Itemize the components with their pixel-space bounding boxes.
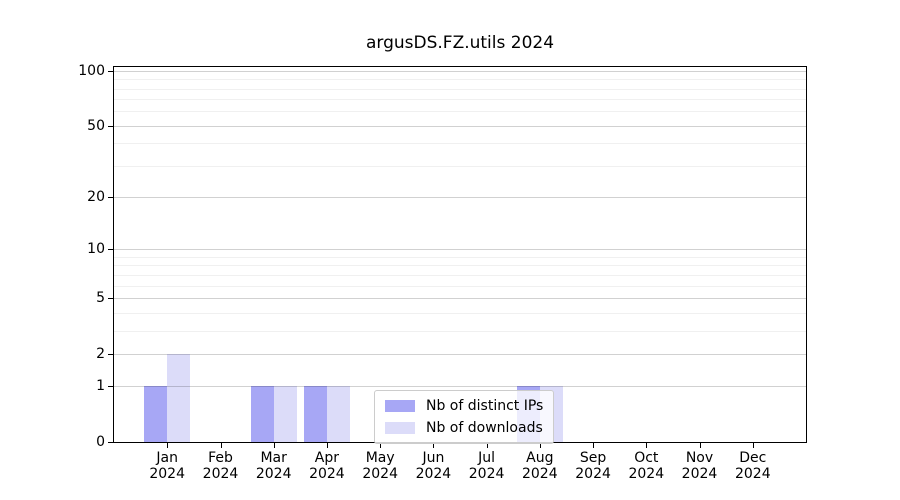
bars-layer: [114, 67, 806, 442]
x-tick-mark: [539, 443, 541, 448]
legend-item-downloads: Nb of downloads: [385, 420, 543, 436]
legend-swatch-distinct-ips: [385, 400, 415, 412]
bar-downloads-mar: [273, 386, 297, 442]
x-tick-year: 2024: [681, 466, 718, 482]
x-tick-year: 2024: [734, 466, 771, 482]
y-tick-mark: [108, 442, 113, 443]
plot-area: Nb of distinct IPs Nb of downloads: [113, 66, 807, 444]
x-tick-label-mar: Mar 2024: [242, 450, 306, 482]
x-tick-label-aug: Aug 2024: [508, 450, 572, 482]
x-tick-mark: [273, 443, 275, 448]
x-tick-year: 2024: [468, 466, 505, 482]
y-tick-label: 100: [78, 62, 105, 79]
x-tick-month: Mar: [260, 450, 287, 466]
y-tick-mark: [108, 386, 113, 388]
x-tick-year: 2024: [575, 466, 611, 482]
x-tick-label-jan: Jan 2024: [135, 450, 199, 482]
y-tick-label: 0: [96, 434, 105, 450]
x-tick-mark: [646, 443, 648, 448]
x-tick-year: 2024: [202, 466, 239, 482]
x-tick-month: Feb: [208, 450, 233, 466]
x-tick-mark: [593, 443, 595, 448]
x-tick-label-jun: Jun 2024: [401, 450, 465, 482]
y-tick-label: 1: [96, 378, 105, 395]
legend-label-downloads: Nb of downloads: [426, 420, 543, 436]
x-tick-label-feb: Feb 2024: [189, 450, 253, 482]
y-tick-mark: [108, 197, 113, 199]
x-tick-month: May: [365, 450, 395, 466]
x-tick-label-dec: Dec 2024: [721, 450, 785, 482]
x-tick-month: Aug: [526, 450, 554, 466]
x-tick-label-jul: Jul 2024: [455, 450, 519, 482]
x-tick-year: 2024: [309, 466, 345, 482]
y-tick-mark: [108, 297, 113, 299]
chart-title: argusDS.FZ.utils 2024: [365, 33, 555, 53]
x-tick-month: Jun: [422, 450, 445, 466]
x-tick-label-nov: Nov 2024: [668, 450, 732, 482]
x-tick-mark: [752, 443, 754, 448]
x-tick-month: Dec: [739, 450, 767, 466]
x-tick-month: Nov: [685, 450, 714, 466]
x-tick-month: Oct: [634, 450, 659, 466]
x-tick-label-may: May 2024: [348, 450, 412, 482]
x-tick-mark: [486, 443, 488, 448]
y-tick-label: 2: [96, 345, 105, 362]
x-tick-month: Jul: [478, 450, 496, 466]
bar-downloads-jan: [167, 353, 191, 442]
y-tick-label: 5: [96, 289, 105, 306]
legend-label-distinct-ips: Nb of distinct IPs: [426, 398, 544, 414]
x-tick-label-sep: Sep 2024: [561, 450, 625, 482]
y-tick-label: 10: [87, 241, 105, 258]
x-tick-month: Jan: [156, 450, 178, 466]
x-tick-year: 2024: [628, 466, 665, 482]
bar-distinct-ips-jan: [144, 386, 168, 442]
y-tick-label: 50: [87, 117, 105, 134]
y-tick-mark: [108, 70, 113, 72]
legend-swatch-downloads: [385, 422, 415, 434]
x-tick-year: 2024: [415, 466, 452, 482]
x-tick-mark: [167, 443, 169, 448]
x-tick-mark: [699, 443, 701, 448]
x-tick-mark: [380, 443, 382, 448]
legend: Nb of distinct IPs Nb of downloads: [374, 390, 555, 444]
bar-downloads-apr: [326, 386, 350, 442]
x-tick-label-oct: Oct 2024: [614, 450, 678, 482]
x-tick-month: Apr: [314, 450, 339, 466]
y-tick-mark: [108, 125, 113, 127]
x-tick-month: Sep: [579, 450, 607, 466]
x-tick-year: 2024: [255, 466, 292, 482]
legend-item-distinct-ips: Nb of distinct IPs: [385, 398, 543, 414]
x-tick-mark: [220, 443, 222, 448]
x-tick-year: 2024: [521, 466, 558, 482]
y-tick-mark: [108, 249, 113, 251]
bar-distinct-ips-mar: [250, 386, 274, 442]
x-tick-label-apr: Apr 2024: [295, 450, 359, 482]
x-tick-mark: [433, 443, 435, 448]
x-tick-year: 2024: [362, 466, 398, 482]
bar-distinct-ips-apr: [304, 386, 327, 442]
y-tick-label: 20: [87, 189, 105, 206]
y-tick-mark: [108, 353, 113, 355]
x-tick-year: 2024: [149, 466, 185, 482]
x-tick-mark: [326, 443, 328, 448]
